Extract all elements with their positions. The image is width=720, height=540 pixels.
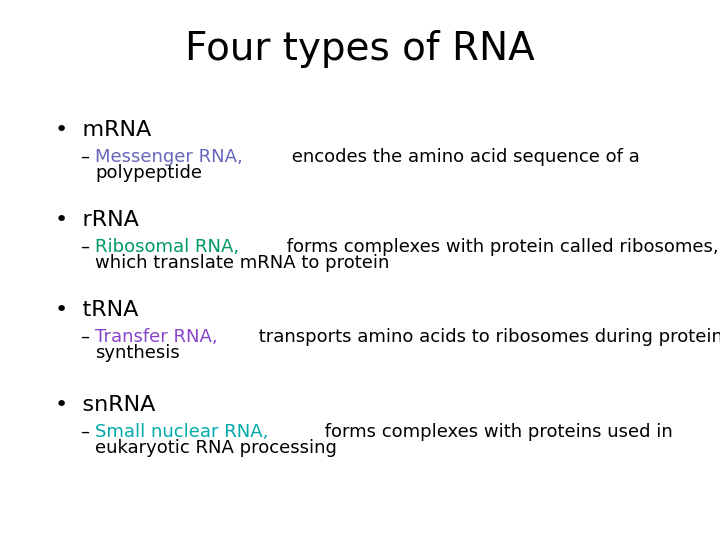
- Text: synthesis: synthesis: [95, 344, 180, 362]
- Text: –: –: [80, 148, 89, 166]
- Text: –: –: [80, 423, 89, 441]
- Text: transports amino acids to ribosomes during protein: transports amino acids to ribosomes duri…: [253, 328, 720, 346]
- Text: Four types of RNA: Four types of RNA: [185, 30, 535, 68]
- Text: –: –: [80, 328, 89, 346]
- Text: Small nuclear RNA,: Small nuclear RNA,: [95, 423, 269, 441]
- Text: which translate mRNA to protein: which translate mRNA to protein: [95, 254, 390, 272]
- Text: –: –: [80, 238, 89, 256]
- Text: forms complexes with proteins used in: forms complexes with proteins used in: [319, 423, 672, 441]
- Text: •  snRNA: • snRNA: [55, 395, 156, 415]
- Text: Messenger RNA,: Messenger RNA,: [95, 148, 243, 166]
- Text: Transfer RNA,: Transfer RNA,: [95, 328, 217, 346]
- Text: •  tRNA: • tRNA: [55, 300, 138, 320]
- Text: polypeptide: polypeptide: [95, 164, 202, 182]
- Text: •  rRNA: • rRNA: [55, 210, 139, 230]
- Text: eukaryotic RNA processing: eukaryotic RNA processing: [95, 439, 337, 457]
- Text: forms complexes with protein called ribosomes,: forms complexes with protein called ribo…: [281, 238, 719, 256]
- Text: •  mRNA: • mRNA: [55, 120, 151, 140]
- Text: Ribosomal RNA,: Ribosomal RNA,: [95, 238, 239, 256]
- Text: encodes the amino acid sequence of a: encodes the amino acid sequence of a: [286, 148, 639, 166]
